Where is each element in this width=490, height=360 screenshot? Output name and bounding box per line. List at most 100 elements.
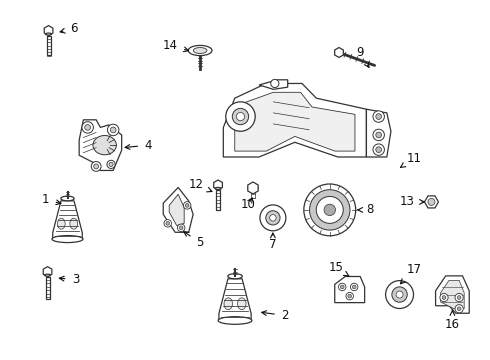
Text: 4: 4 [125, 139, 152, 152]
Text: 14: 14 [163, 39, 189, 52]
Circle shape [179, 226, 183, 230]
Text: 11: 11 [400, 152, 422, 167]
Polygon shape [436, 276, 469, 313]
Circle shape [94, 164, 98, 169]
Circle shape [339, 283, 346, 291]
Circle shape [396, 291, 403, 298]
Text: 17: 17 [400, 263, 422, 284]
Polygon shape [424, 196, 439, 208]
Circle shape [260, 205, 286, 231]
Circle shape [455, 293, 463, 302]
Circle shape [386, 280, 414, 309]
Circle shape [350, 283, 358, 291]
Polygon shape [169, 194, 184, 226]
Polygon shape [441, 280, 464, 309]
Text: 13: 13 [400, 195, 424, 208]
Ellipse shape [188, 45, 212, 55]
Circle shape [348, 294, 351, 298]
Polygon shape [43, 267, 52, 276]
Circle shape [373, 111, 384, 122]
Ellipse shape [224, 298, 232, 310]
Polygon shape [223, 84, 367, 157]
Text: 16: 16 [445, 311, 460, 331]
Circle shape [107, 160, 115, 168]
Text: 7: 7 [269, 233, 277, 251]
Circle shape [85, 125, 91, 130]
Circle shape [455, 305, 463, 313]
Circle shape [183, 202, 191, 209]
Circle shape [266, 211, 280, 225]
Circle shape [346, 292, 353, 300]
Bar [251, 188, 255, 198]
Circle shape [271, 80, 279, 87]
Polygon shape [53, 201, 82, 239]
Polygon shape [44, 26, 53, 36]
Circle shape [373, 144, 384, 156]
Ellipse shape [215, 188, 221, 189]
Circle shape [304, 184, 356, 236]
Ellipse shape [70, 218, 77, 229]
Ellipse shape [93, 135, 116, 155]
Circle shape [442, 296, 446, 300]
Ellipse shape [52, 235, 83, 243]
Polygon shape [219, 279, 251, 320]
Circle shape [440, 293, 448, 302]
Circle shape [185, 203, 189, 207]
Circle shape [107, 124, 119, 136]
Circle shape [177, 224, 185, 231]
Circle shape [376, 132, 382, 138]
Circle shape [236, 112, 245, 121]
Circle shape [457, 307, 461, 311]
Circle shape [457, 296, 461, 300]
Circle shape [376, 114, 382, 120]
Polygon shape [235, 92, 355, 151]
Bar [47, 36, 50, 55]
Text: 12: 12 [189, 179, 212, 192]
Circle shape [310, 190, 350, 230]
Text: 15: 15 [328, 261, 349, 276]
Polygon shape [367, 109, 391, 157]
Circle shape [82, 122, 94, 133]
Text: 8: 8 [358, 203, 373, 216]
Circle shape [166, 221, 170, 225]
Polygon shape [163, 188, 193, 232]
Ellipse shape [194, 48, 207, 54]
Circle shape [324, 204, 336, 216]
Circle shape [232, 108, 248, 125]
Circle shape [226, 102, 255, 131]
Text: 9: 9 [356, 46, 369, 67]
Ellipse shape [228, 274, 242, 279]
Text: 10: 10 [241, 198, 255, 211]
Ellipse shape [238, 298, 246, 310]
Circle shape [110, 127, 116, 133]
Polygon shape [335, 276, 365, 303]
Polygon shape [214, 180, 222, 190]
Polygon shape [335, 48, 343, 58]
Ellipse shape [45, 274, 50, 276]
Polygon shape [259, 80, 288, 89]
Circle shape [270, 215, 276, 221]
Circle shape [392, 287, 407, 302]
Circle shape [91, 162, 101, 171]
Circle shape [373, 129, 384, 141]
Circle shape [352, 285, 356, 289]
Ellipse shape [46, 33, 51, 35]
Circle shape [428, 198, 435, 206]
Circle shape [316, 197, 343, 223]
Ellipse shape [247, 186, 258, 190]
Circle shape [341, 285, 344, 289]
Polygon shape [248, 182, 258, 194]
Text: 6: 6 [60, 22, 77, 35]
Text: 1: 1 [42, 193, 61, 206]
Ellipse shape [218, 317, 252, 324]
Bar [216, 190, 220, 210]
Ellipse shape [57, 218, 65, 229]
Text: 5: 5 [184, 231, 204, 249]
Ellipse shape [61, 196, 74, 201]
Circle shape [109, 162, 113, 166]
Circle shape [164, 220, 171, 227]
Text: 3: 3 [59, 273, 79, 286]
Circle shape [376, 147, 382, 153]
Bar [46, 276, 49, 298]
Polygon shape [79, 120, 122, 170]
